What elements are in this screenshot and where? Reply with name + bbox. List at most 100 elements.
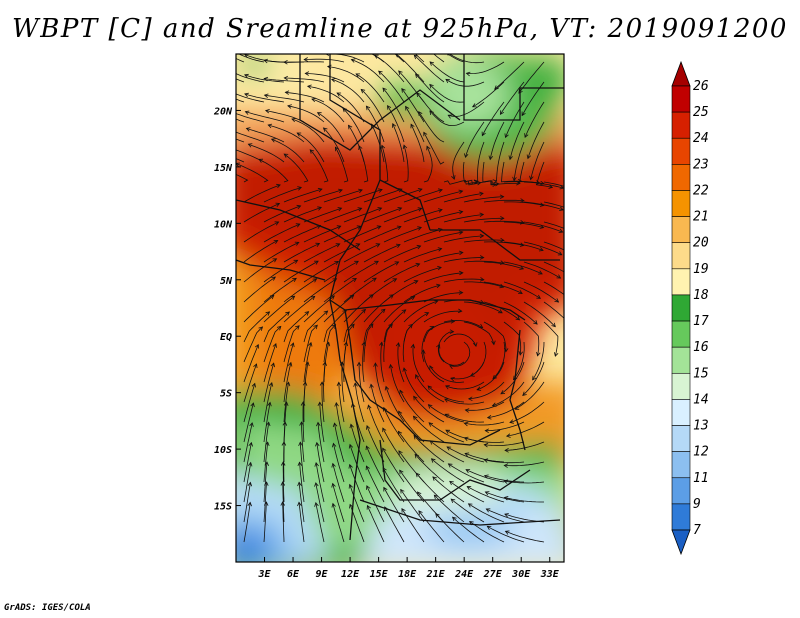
streamline-arrowhead [380,144,386,150]
streamline [484,441,525,446]
streamline-arrowhead [227,146,231,150]
streamline-arrowhead [325,54,330,56]
streamline-arrowhead [473,342,478,348]
streamline-arrowhead [310,295,316,301]
streamline [383,296,415,323]
streamline-arrowhead [226,89,230,92]
streamline-arrowhead [311,97,316,103]
streamline [483,281,523,294]
streamline-arrowhead [548,184,554,189]
lat-label: 10S [214,445,232,456]
colorbar-label: 18 [693,288,709,303]
streamline [483,301,520,321]
streamline [263,223,300,243]
streamline-arrowhead [245,127,251,132]
streamline [449,481,485,503]
streamline-arrowhead [532,375,537,381]
streamline-arrowhead [258,158,264,163]
streamline-arrowhead [314,461,319,467]
streamline [371,123,385,163]
streamline [332,503,345,543]
streamline [298,502,305,543]
streamline [243,326,263,363]
streamline-arrowhead [458,290,464,295]
streamline-arrowhead [529,175,534,181]
streamline [492,341,506,380]
colorbar: 26 25 24 23 22 21 20 19 18 17 16 15 14 13 12 11 9 7 [671,60,709,556]
streamline [476,361,505,391]
streamline [390,364,405,403]
streamline [412,344,425,383]
streamline [264,94,305,103]
streamline-arrowhead [295,223,301,228]
streamline [398,431,425,463]
streamline-arrowhead [524,133,529,138]
streamline [363,207,402,223]
colorbar-label: 24 [693,131,709,146]
streamline-arrowhead [392,278,398,283]
streamline-arrowhead [307,341,313,347]
streamline-arrowhead [388,363,394,369]
colorbar-label: 7 [693,523,701,538]
colorbar-segment [671,216,691,244]
border-line [463,54,564,121]
streamline [264,78,305,83]
streamline-arrowhead [302,381,308,386]
streamline-arrowhead [331,462,336,468]
streamline [367,505,385,543]
streamline-arrowhead [293,259,299,264]
colorbar-segment [671,242,691,270]
streamline [523,301,556,327]
streamline [383,487,405,523]
streamline-arrowhead [383,486,388,492]
streamline-arrowhead [483,458,489,463]
streamline [283,225,321,243]
streamline [481,101,505,136]
streamline-arrowhead [275,202,281,207]
streamline-arrowhead [503,479,509,484]
streamline-arrowhead [349,423,354,429]
streamline [543,241,564,251]
streamline [414,54,425,63]
streamline [414,454,445,483]
streamline-arrowhead [356,361,362,367]
streamline [483,241,524,246]
streamline [303,310,328,343]
streamline [236,173,249,183]
streamline-arrowhead [451,175,456,180]
streamline-arrowhead [365,445,370,451]
streamline-arrowhead [538,270,543,275]
streamline-arrowhead [465,71,471,77]
streamline [463,321,495,345]
streamline [263,402,271,443]
streamline [465,121,485,158]
streamline-arrowhead [503,463,509,468]
streamline-arrowhead [438,208,443,213]
streamline [468,503,505,523]
streamline [283,342,294,383]
streamline [399,469,425,503]
streamline [401,88,425,123]
streamline [315,502,325,543]
streamline [543,281,564,295]
streamline-arrowhead [366,504,371,510]
streamline [399,390,425,423]
streamline-arrowhead [438,188,443,193]
streamline-layer [226,54,564,543]
streamline-arrowhead [558,228,564,233]
streamline [243,462,252,503]
streamline-arrowhead [420,349,426,354]
streamline [316,442,325,483]
streamline [303,189,343,203]
streamline-arrowhead [491,402,497,407]
streamline [392,123,405,163]
border-line [389,299,526,321]
streamline-arrowhead [296,132,302,137]
streamline-arrowhead [429,83,434,89]
colorbar-label: 12 [693,445,709,460]
colorbar-segment [671,137,691,165]
streamline [243,295,275,323]
lat-label: 5S [220,389,232,400]
streamline-arrowhead [483,442,489,448]
streamline-arrowhead [417,188,423,193]
